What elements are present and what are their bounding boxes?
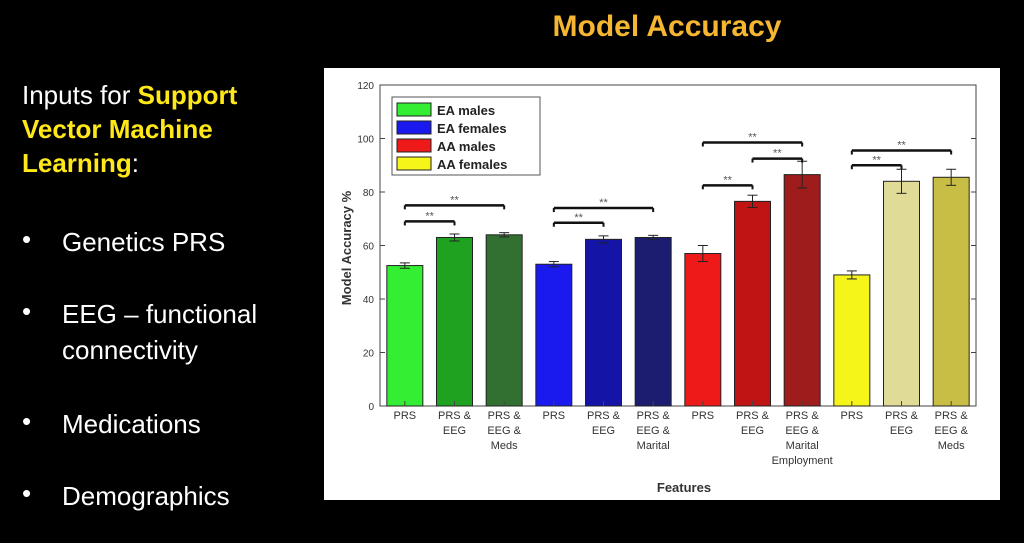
x-tick-label: PRS: [841, 410, 864, 422]
bar: [535, 263, 573, 407]
x-tick-label: PRS: [394, 410, 417, 422]
chart-panel: 0 20 40 60 80 100 120 PRS PRS & EEG PRS & EEG & Meds…: [324, 68, 1000, 500]
significance-label: **: [897, 140, 906, 152]
bar: [634, 236, 672, 407]
x-tick-label: PRS: [543, 410, 566, 422]
x-tick-label: PRS & EEG & Marital: [636, 410, 670, 452]
x-axis-label: Features: [657, 480, 711, 495]
bar: [883, 180, 920, 407]
significance-label: **: [599, 197, 608, 209]
bar: [485, 234, 523, 407]
legend-label: EA females: [437, 121, 507, 136]
y-tick-label: 100: [357, 135, 374, 146]
x-tick-label: PRS & EEG: [736, 410, 770, 437]
bullet-marker: •: [22, 296, 32, 326]
bullet-text: Demographics: [62, 481, 230, 511]
y-tick-label: 60: [363, 242, 375, 253]
y-tick-label: 120: [357, 81, 374, 92]
x-tick-label: PRS & EEG & Marital Employment: [772, 410, 833, 467]
legend-label: AA males: [437, 139, 496, 154]
significance-label: **: [574, 212, 583, 224]
bullet-text: Genetics PRS: [62, 227, 226, 257]
y-tick-label: 40: [363, 295, 375, 306]
bullet-marker: •: [22, 478, 32, 508]
y-tick-label: 80: [363, 188, 375, 199]
significance-label: **: [748, 132, 757, 144]
legend-label: EA males: [437, 103, 495, 118]
intro-text: Inputs for Support Vector Machine Learni…: [22, 78, 312, 180]
bar: [783, 174, 821, 407]
bar: [386, 265, 424, 407]
legend-swatch: [396, 120, 432, 135]
x-tick-label: PRS: [692, 410, 715, 422]
bar-chart: 0 20 40 60 80 100 120 PRS PRS & EEG PRS & EEG & Meds…: [339, 81, 977, 495]
x-tick-label: PRS & EEG & Meds: [934, 410, 968, 452]
slide-title: Model Accuracy: [552, 10, 782, 43]
significance-label: **: [425, 210, 434, 222]
bar: [833, 274, 871, 407]
bullet-marker: •: [22, 224, 32, 254]
bullet-text: EEG – functional connectivity: [62, 299, 258, 365]
bar: [684, 253, 722, 407]
legend-swatch: [396, 156, 432, 171]
significance-label: **: [773, 148, 782, 160]
y-axis-label: Model Accuracy %: [339, 190, 354, 305]
x-tick-label: PRS & EEG: [587, 410, 621, 437]
x-tick-label: PRS & EEG & Meds: [487, 410, 521, 452]
bar: [436, 236, 473, 407]
bullet-marker: •: [22, 406, 32, 436]
significance-label: **: [723, 174, 732, 186]
bar: [932, 176, 970, 407]
significance-label: **: [450, 194, 459, 206]
intro-prefix: Inputs for: [22, 80, 138, 110]
y-tick-label: 20: [363, 349, 375, 360]
intro-suffix: :: [131, 148, 140, 178]
bullet-text: Medications: [62, 409, 201, 439]
intro-highlight: Support Vector Machine Learning: [22, 80, 238, 178]
legend-label: AA females: [437, 157, 507, 172]
y-tick-label: 0: [368, 402, 374, 413]
legend-swatch: [396, 102, 432, 117]
bar: [734, 200, 771, 407]
bar: [585, 238, 622, 407]
legend-swatch: [396, 138, 432, 153]
significance-label: **: [872, 154, 881, 166]
x-tick-label: PRS & EEG: [885, 410, 919, 437]
x-tick-label: PRS & EEG: [438, 410, 472, 437]
